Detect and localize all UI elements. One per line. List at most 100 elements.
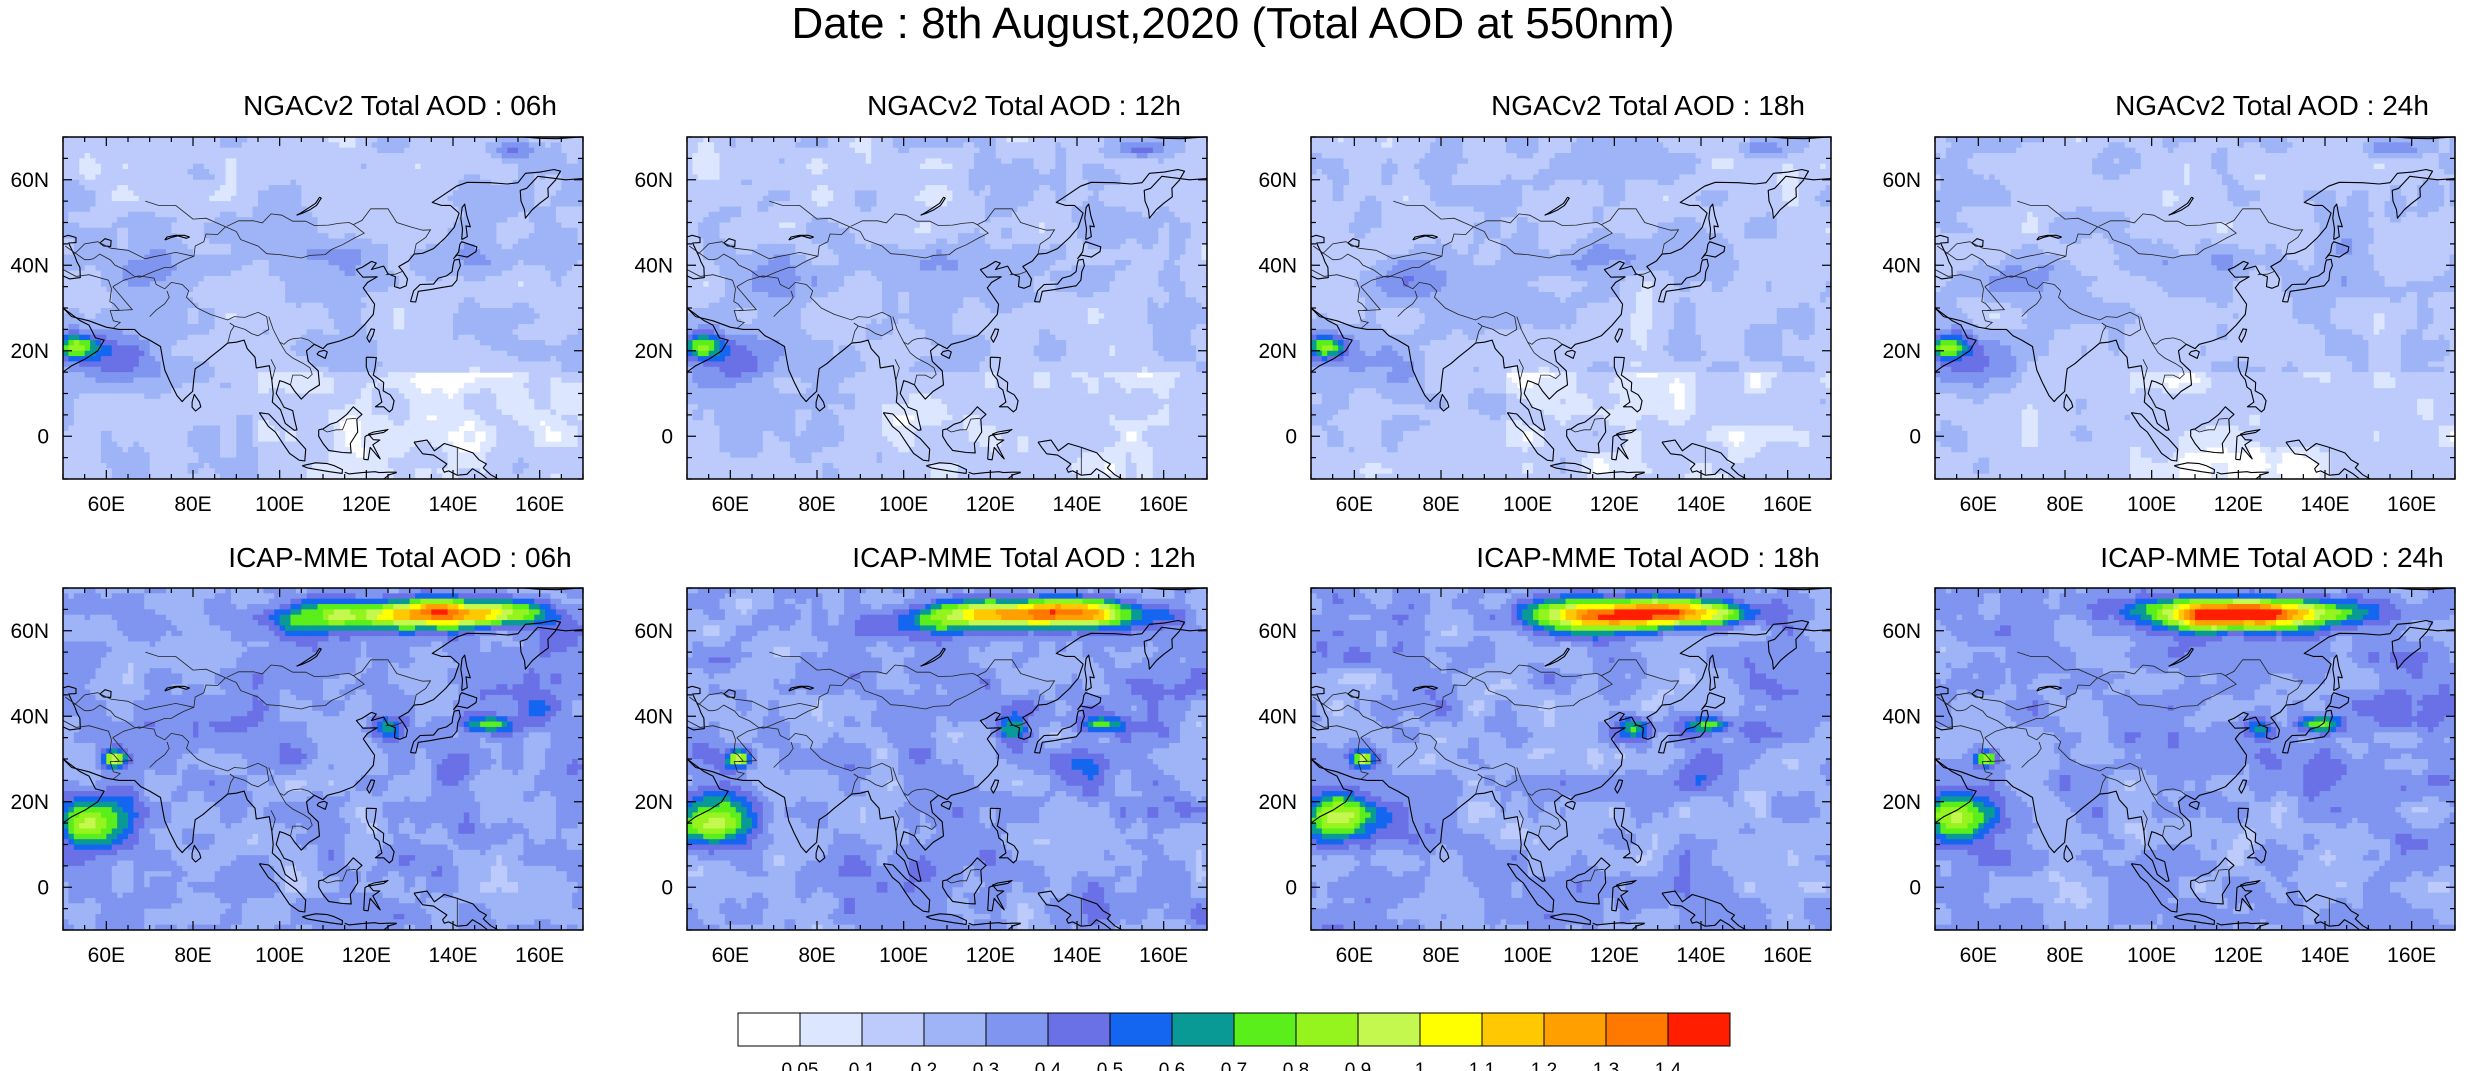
lat-tick-label: 0 [1285,876,1297,899]
border-line [769,651,850,679]
coastline [1657,709,1709,754]
coastline [1007,472,1021,479]
coastline [2237,807,2267,864]
border-line [945,868,980,884]
border-line [1935,269,1994,329]
border-line [1321,692,1442,711]
coastline [1311,619,1831,882]
border-line [817,226,850,257]
colorbar-swatch [799,1012,863,1047]
lon-tick-label: 120E [1590,493,1639,516]
coastline [1311,307,1353,373]
lon-tick-label: 100E [2127,944,2176,967]
border-line [268,316,315,345]
border-line [2017,200,2098,228]
coastline [63,685,81,731]
coastline [2130,412,2179,462]
coastline [1506,412,1555,462]
coastline [1657,258,1709,303]
coastline [191,844,202,863]
border-line [903,850,909,859]
coastline [452,692,478,711]
border-line [1984,726,2142,788]
coastline [1613,807,1643,864]
lon-tick-label: 100E [1503,944,1552,967]
border-line [1312,696,1443,729]
border-line [894,810,900,832]
colorbar-swatch [1295,1012,1359,1047]
border-line [849,664,989,710]
lat-tick-label: 40N [1258,705,1297,728]
border-line [1601,659,1680,706]
border-line [687,720,746,780]
colorbar-swatch [1543,1012,1607,1047]
border-line [1984,275,2142,337]
coastline [687,619,1207,882]
coastline [940,349,952,359]
coastlines [1935,137,2455,479]
lon-tick-label: 80E [1422,493,1459,516]
coastline [2190,857,2235,905]
colorbar-label: 0.8 [1283,1060,1309,1071]
lon-tick-label: 160E [1763,493,1812,516]
coastline [1412,685,1439,692]
border-line [193,226,226,257]
colorbar-swatch [923,1012,987,1047]
lon-tick-label: 160E [1139,493,1188,516]
border-line [270,359,276,381]
coastline [409,709,461,754]
lat-tick-label: 20N [1882,791,1921,814]
coastline [1549,913,1592,925]
border-line [1633,721,1651,727]
coastline [1033,258,1085,303]
aod-field [1311,137,1831,479]
coastline [2285,439,2372,479]
colorbar-label: 0.1 [849,1060,875,1071]
lon-tick-label: 100E [1503,493,1552,516]
lat-tick-label: 60N [1258,620,1297,643]
border-line [145,651,226,679]
panel-title-icap-12: ICAP-MME Total AOD : 12h [714,543,1334,573]
border-line [279,341,313,385]
coastline [2238,328,2248,343]
border-line [977,659,1056,706]
border-line [2099,776,2107,795]
coastline [2324,692,2350,711]
lon-tick-label: 100E [255,493,304,516]
colorbar-label: 0.9 [1345,1060,1371,1071]
map-panel: 60E 80E 100E 120E 140E 160E 60N 40N 20N 0 [634,136,1208,516]
coastline [1084,654,1095,692]
border-line [112,737,134,762]
coastline [723,238,736,247]
border-line [697,241,818,260]
coastline [1700,692,1726,711]
coastline [2173,913,2216,925]
lat-tick-label: 20N [10,791,49,814]
coastline [296,196,322,216]
coastline [2063,393,2074,412]
colorbar-label: 0.05 [782,1060,819,1071]
coastline [1935,619,2455,882]
border-line [736,275,894,337]
coastline [2188,800,2200,810]
colorbar-label: 0.2 [911,1060,937,1071]
colorbar-swatch [1357,1012,1421,1047]
coastline [1708,654,1719,692]
border-line [736,726,894,788]
coastline [1614,779,1624,794]
lat-tick-label: 20N [634,791,673,814]
panel-title-icap-24: ICAP-MME Total AOD : 24h [1962,543,2466,573]
border-line [1393,651,1474,679]
border-line [2099,325,2107,344]
coastline [2130,863,2179,913]
map-panel: 60E 80E 100E 120E 140E 160E 60N 40N 20N 0 [1258,136,1832,516]
coastline [989,807,1019,864]
lon-tick-label: 140E [1676,493,1725,516]
border-line [2021,741,2042,768]
coastline [1611,879,1637,912]
border-line [279,792,313,837]
border-line [1360,275,1518,337]
coastline [1935,307,1977,373]
border-line [2193,417,2228,433]
